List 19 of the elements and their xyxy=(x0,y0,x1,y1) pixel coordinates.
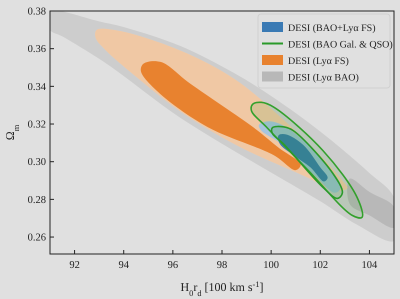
y-tick-label: 0.32 xyxy=(28,120,46,131)
y-tick-label: 0.30 xyxy=(28,157,46,168)
legend-label: DESI (Lyα BAO) xyxy=(288,72,359,84)
y-tick-label: 0.26 xyxy=(28,232,46,244)
x-tick-label: 100 xyxy=(263,260,280,271)
legend-label: DESI (BAO Gal. & QSO) xyxy=(288,40,393,50)
x-tick-label: 92 xyxy=(69,260,80,271)
y-tick-label: 0.38 xyxy=(28,6,46,18)
legend-label: DESI (BAO+Lyα FS) xyxy=(288,23,376,34)
x-tick-label: 98 xyxy=(216,260,228,271)
x-tick-label: 96 xyxy=(168,260,178,271)
y-tick-label: 0.34 xyxy=(28,82,47,93)
y-tick-label: 0.28 xyxy=(28,194,46,206)
x-tick-label: 104 xyxy=(362,260,378,271)
x-axis-title: H$_{0}$r$_{d}$ [100 km s$^{-1}$] xyxy=(180,280,264,298)
x-tick-label: 102 xyxy=(312,260,328,271)
legend-label: DESI (Lyα FS) xyxy=(288,56,349,67)
x-tick-label: 94 xyxy=(118,260,130,271)
y-tick-label: 0.36 xyxy=(28,44,46,56)
